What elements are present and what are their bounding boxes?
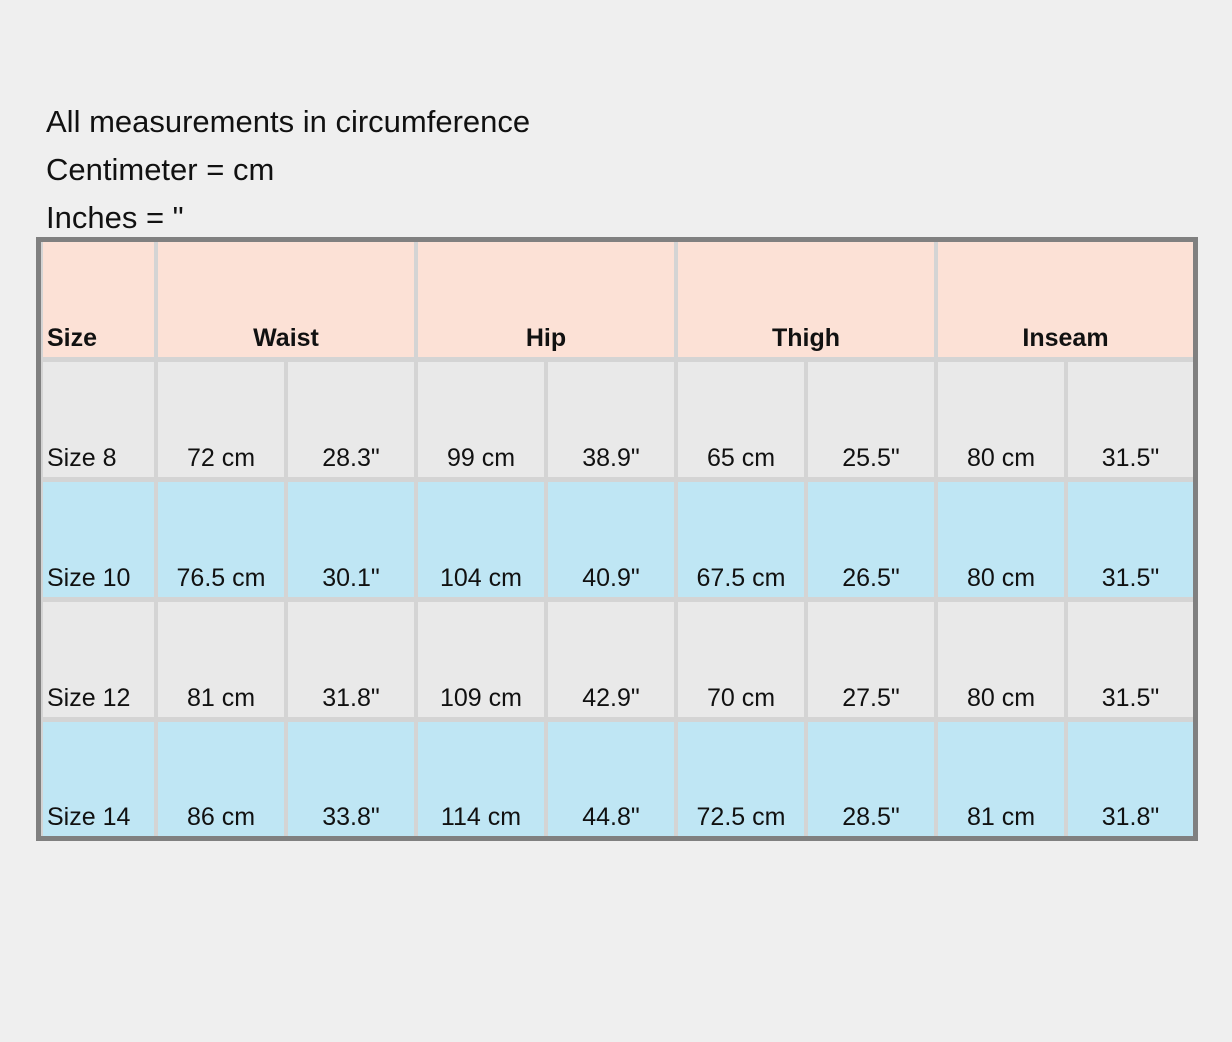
cell-waist-in: 31.8"	[288, 602, 414, 717]
note-inches: Inches = "	[46, 200, 184, 235]
cell-inseam-in: 31.5"	[1068, 602, 1193, 717]
cell-inseam-in: 31.5"	[1068, 362, 1193, 477]
cell-waist-in: 30.1"	[288, 482, 414, 597]
cell-thigh-in: 26.5"	[808, 482, 934, 597]
cell-thigh-cm: 67.5 cm	[678, 482, 804, 597]
cell-waist-cm: 86 cm	[158, 722, 284, 836]
row-size-label: Size 12	[43, 602, 154, 717]
cell-hip-in: 38.9"	[548, 362, 674, 477]
cell-waist-in: 33.8"	[288, 722, 414, 836]
cell-hip-in: 42.9"	[548, 602, 674, 717]
measurement-notes: All measurements in circumference Centim…	[46, 98, 530, 242]
row-size-label: Size 8	[43, 362, 154, 477]
size-chart-table: Size Waist Hip Thigh Inseam Size 8 72 cm…	[36, 237, 1198, 841]
cell-waist-cm: 72 cm	[158, 362, 284, 477]
cell-inseam-cm: 80 cm	[938, 362, 1064, 477]
cell-thigh-cm: 65 cm	[678, 362, 804, 477]
row-size-label: Size 10	[43, 482, 154, 597]
cell-thigh-in: 25.5"	[808, 362, 934, 477]
header-thigh: Thigh	[678, 242, 934, 357]
cell-inseam-cm: 80 cm	[938, 602, 1064, 717]
header-waist: Waist	[158, 242, 414, 357]
cell-waist-cm: 81 cm	[158, 602, 284, 717]
cell-inseam-in: 31.5"	[1068, 482, 1193, 597]
header-hip: Hip	[418, 242, 674, 357]
note-circumference: All measurements in circumference	[46, 104, 531, 139]
note-centimeter: Centimeter = cm	[46, 152, 275, 187]
cell-inseam-in: 31.8"	[1068, 722, 1193, 836]
cell-hip-cm: 109 cm	[418, 602, 544, 717]
cell-thigh-in: 28.5"	[808, 722, 934, 836]
header-inseam: Inseam	[938, 242, 1193, 357]
cell-hip-cm: 114 cm	[418, 722, 544, 836]
cell-thigh-cm: 70 cm	[678, 602, 804, 717]
cell-inseam-cm: 81 cm	[938, 722, 1064, 836]
row-size-label: Size 14	[43, 722, 154, 836]
cell-thigh-cm: 72.5 cm	[678, 722, 804, 836]
cell-hip-in: 44.8"	[548, 722, 674, 836]
cell-hip-cm: 99 cm	[418, 362, 544, 477]
cell-waist-cm: 76.5 cm	[158, 482, 284, 597]
cell-hip-cm: 104 cm	[418, 482, 544, 597]
cell-waist-in: 28.3"	[288, 362, 414, 477]
header-size: Size	[43, 242, 154, 357]
cell-inseam-cm: 80 cm	[938, 482, 1064, 597]
cell-hip-in: 40.9"	[548, 482, 674, 597]
cell-thigh-in: 27.5"	[808, 602, 934, 717]
